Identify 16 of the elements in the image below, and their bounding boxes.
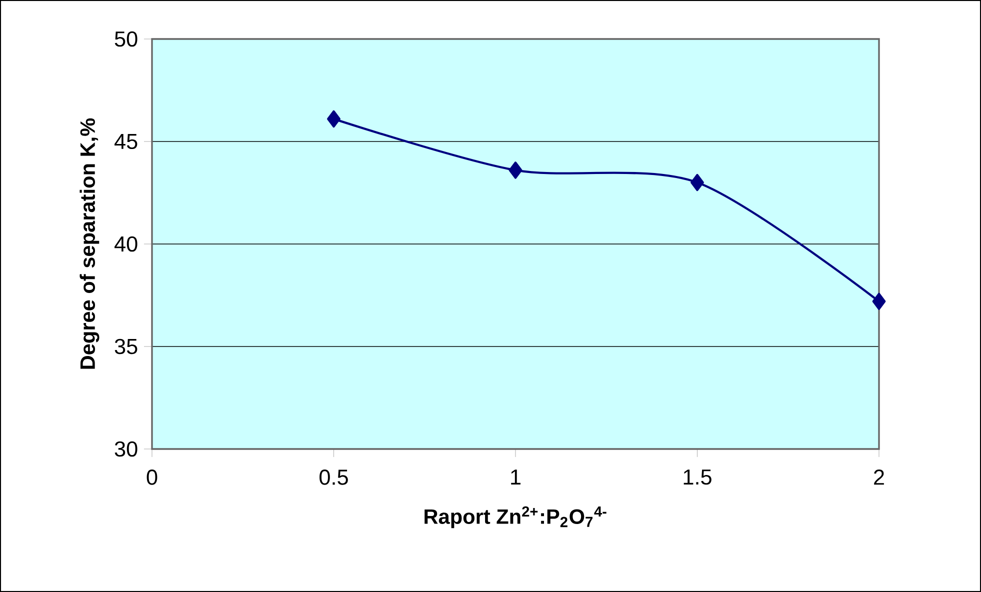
y-tick-label: 35 [114,338,138,354]
x-tick-label: 1 [511,470,520,484]
point [872,292,886,310]
y-tick-label: 40 [114,236,138,252]
point [327,110,340,128]
y-tick-label: 45 [114,134,138,150]
y-axis-title: Degree of separation K,% [80,118,100,369]
point [508,162,522,179]
point [690,174,704,192]
x-tick-label: 1.5 [684,470,712,485]
y-tick-label: 50 [114,31,138,47]
x-axis-title: Raport Zn$^{2+}$:P$_{2}$O$_{7}$4- [424,506,606,528]
x-tick-label: 2 [874,470,884,485]
x-tick-label: 0.5 [320,470,348,485]
y-tick-label: 30 [114,441,138,457]
x-tick-label: 0 [146,470,158,485]
